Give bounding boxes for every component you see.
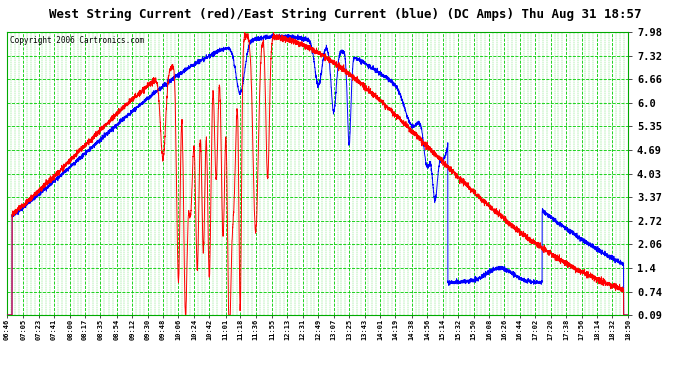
- Text: West String Current (red)/East String Current (blue) (DC Amps) Thu Aug 31 18:57: West String Current (red)/East String Cu…: [49, 8, 641, 21]
- Text: Copyright 2006 Cartronics.com: Copyright 2006 Cartronics.com: [10, 36, 144, 45]
